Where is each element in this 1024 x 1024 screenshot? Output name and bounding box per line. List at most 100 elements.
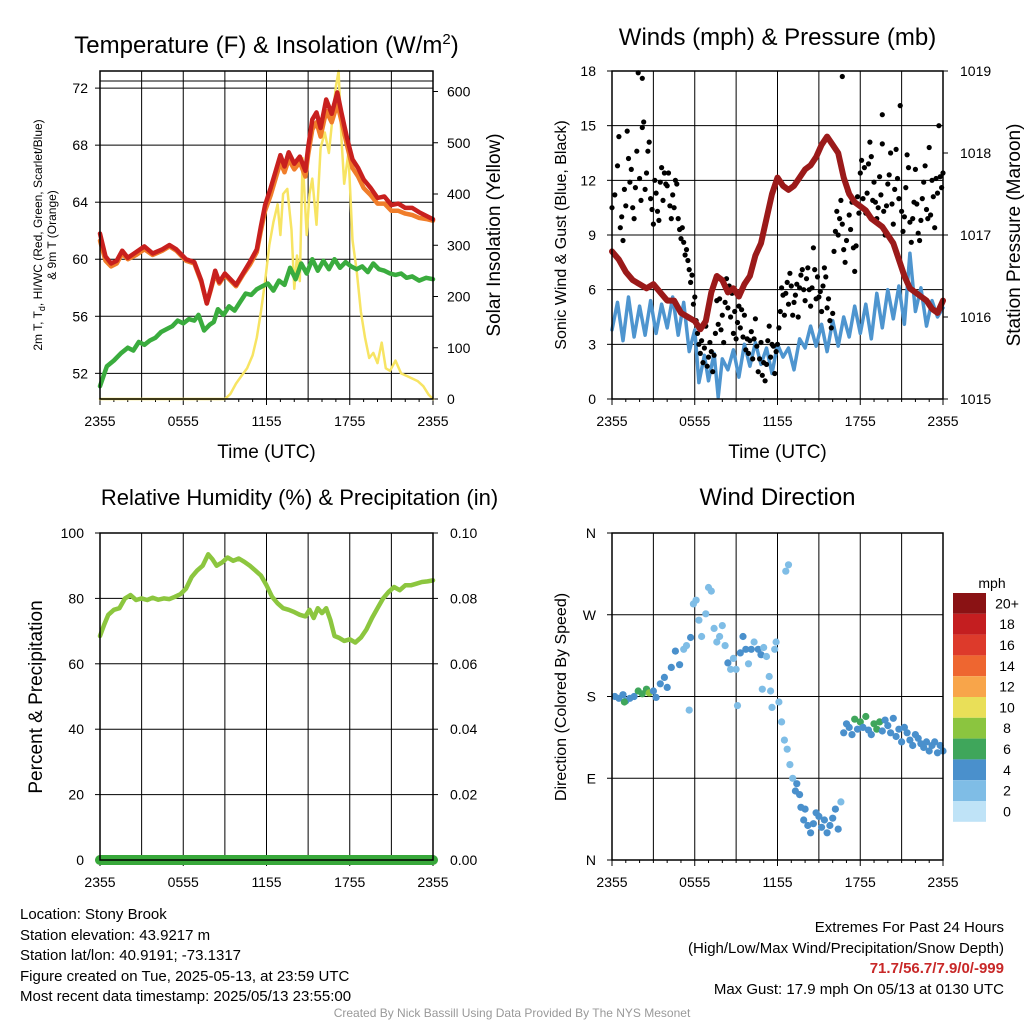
chart-title-end: ) [451,32,459,59]
direction-point [834,825,842,833]
y-tick-label: E [587,770,596,786]
gust-point [694,330,701,336]
gust-point [892,186,898,192]
direction-point [682,642,691,650]
gust-point [897,103,903,109]
y-tick-label: N [586,852,596,868]
gust-point [660,197,666,203]
y2-tick-label: 300 [447,237,471,253]
gust-point [649,206,655,213]
direction-point [837,798,845,806]
gust-point [841,247,847,253]
direction-point [783,745,791,753]
y2-tick-label: 1019 [960,63,991,79]
station-elevation: Station elevation: 43.9217 m [20,926,211,944]
gust-point [928,212,934,218]
direction-point [630,692,638,701]
direction-point [702,610,710,618]
gust-point [805,265,811,271]
gust-point [899,208,905,214]
y-tick-label: 100 [61,525,85,541]
gust-point [638,197,644,203]
x-tick-label: 2355 [596,413,627,429]
gust-point [632,185,639,191]
direction-point [856,718,864,726]
humidity-line [97,552,436,645]
gust-point [774,341,781,347]
gust-point [859,157,865,163]
y2-tick-label: 1015 [960,391,991,407]
y2-tick-label: 100 [447,340,471,356]
direction-point [826,821,834,830]
gust-point [743,347,749,353]
gust-point [861,165,868,171]
y2-tick-label: 0.08 [450,590,477,606]
gust-point [926,144,932,151]
y2-axis-label: Station Pressure (Maroon) [1004,124,1024,347]
legend-swatch [953,738,986,760]
gust-point [921,179,927,185]
gust-point [718,327,724,333]
gust-point [910,216,916,222]
gust-point [733,336,739,342]
gust-point [679,225,685,231]
chart-title: Wind Direction [699,484,855,511]
gust-point [907,219,913,225]
direction-point [815,812,823,821]
gust-point [900,228,906,234]
station-latlon: Station lat/lon: 40.9191; -73.1317 [20,947,242,964]
legend-swatch [953,655,986,677]
gust-point [801,287,807,293]
gust-point [881,208,887,214]
direction-point [619,691,627,699]
gust-point [776,325,782,331]
x-tick-label: 0555 [679,413,710,429]
gust-point [624,128,630,134]
gust-point [685,257,691,264]
gust-point [814,274,821,280]
gust-point [630,205,636,211]
chart-title: Winds (mph) & Pressure (mb) [619,24,936,51]
gust-point [737,325,743,331]
direction-point [707,587,715,595]
direction-point [687,633,695,642]
gust-point [654,208,661,214]
direction-point [900,723,909,732]
gust-point [765,338,771,344]
gust-point [772,370,778,377]
gust-point [904,152,910,158]
direction-point [652,693,660,702]
x-tick-label: 2355 [84,413,115,429]
gust-point [908,239,914,245]
y2-tick-label: 0.10 [450,525,477,541]
gust-point [741,312,748,318]
y-tick-label: 68 [72,137,88,153]
gust-point [722,299,728,305]
y2-axis-label: Solar Insolation (Yellow) [484,133,505,336]
gust-point [668,216,674,222]
extremes-values: 71.7/56.7/7.9/0/-999 [869,960,1004,977]
direction-point [778,718,786,726]
gust-point [699,338,705,344]
y-axis-label: Percent & Precipitation [26,600,47,793]
y-tick-label: 0 [588,391,596,407]
direction-point [789,774,797,782]
legend-title: mph [978,575,1005,591]
gust-point [762,378,768,384]
gust-point [728,314,734,320]
gust-point [641,119,647,125]
x-tick-label: 1755 [334,413,365,429]
gust-point [634,148,640,154]
direction-point [840,729,848,737]
direction-point [762,652,771,661]
direction-point [649,687,658,695]
gust-point [834,208,840,214]
gust-point [792,292,799,298]
legend-swatch [953,676,986,697]
gust-point [889,201,895,207]
gust-point [905,165,912,171]
series-line-yellow [98,69,435,401]
direction-point [692,596,700,604]
legend-swatch [953,801,986,822]
gust-point [648,196,654,202]
